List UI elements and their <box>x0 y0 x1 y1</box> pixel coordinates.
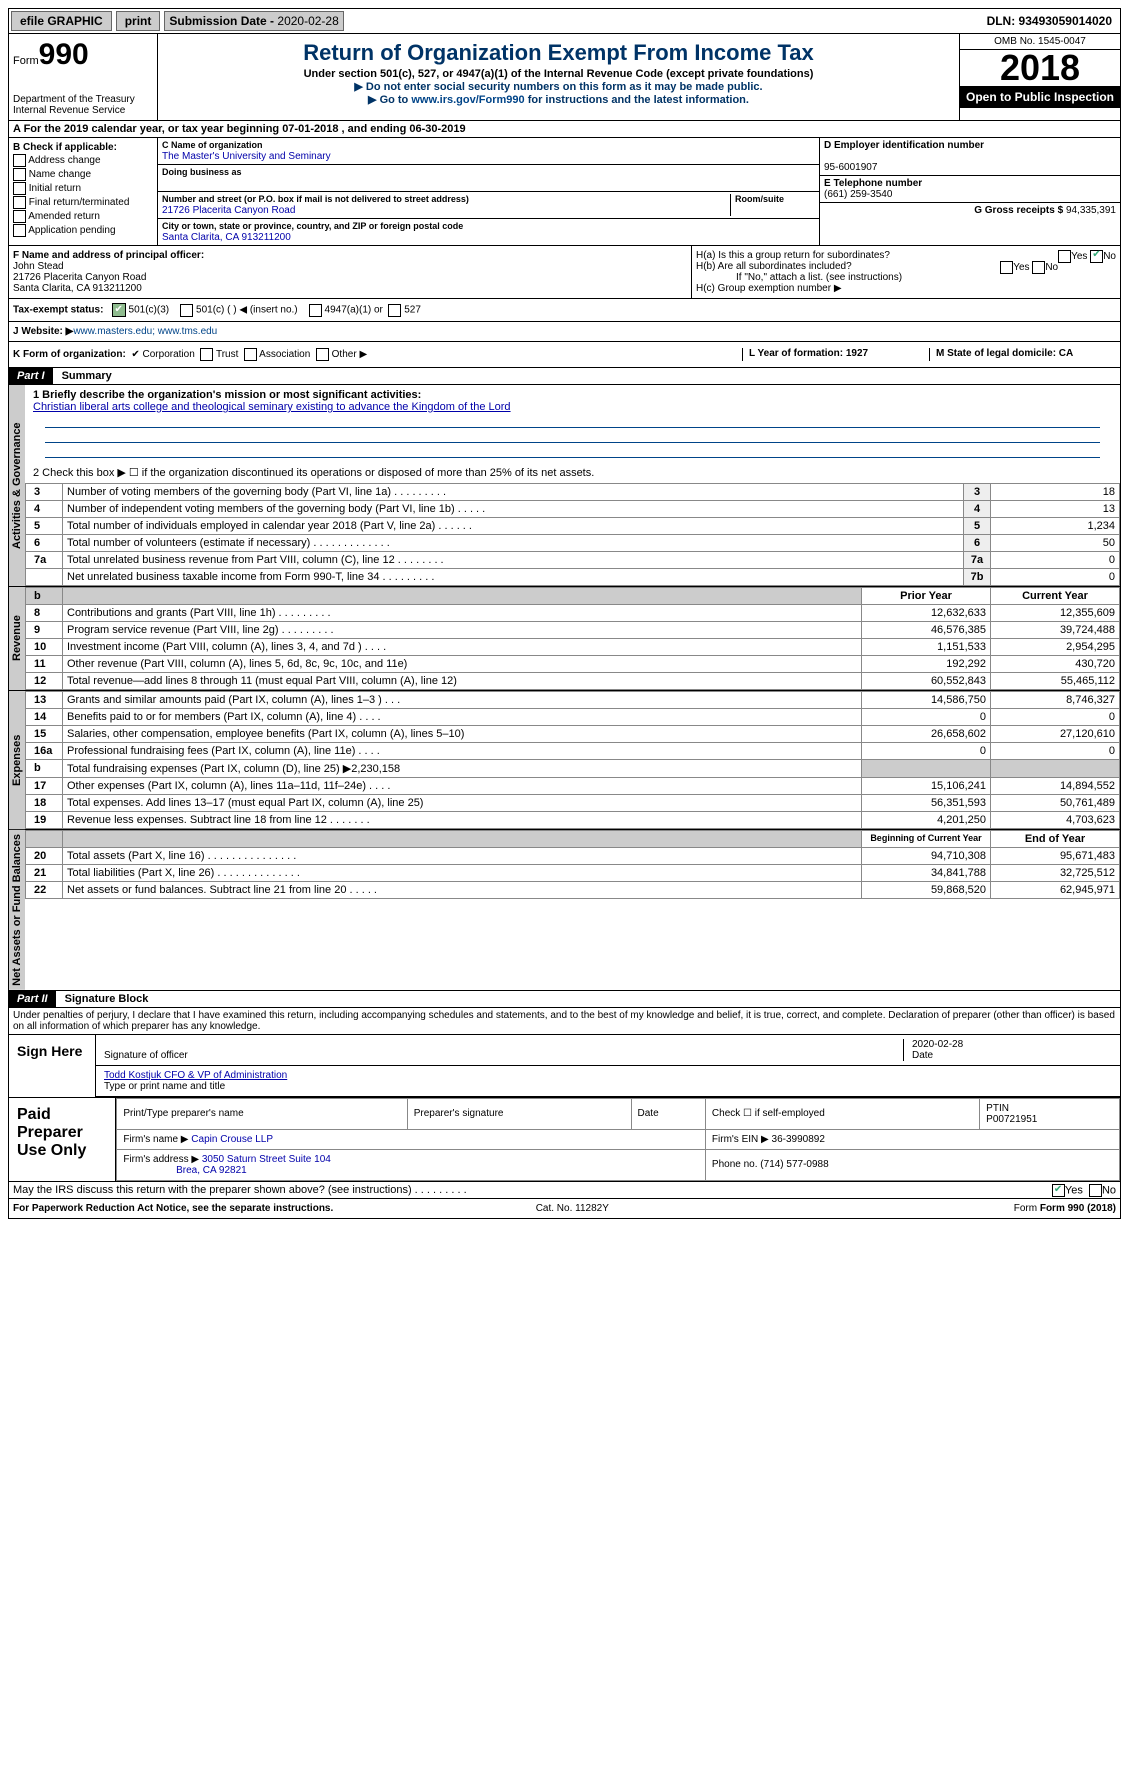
print-button[interactable]: print <box>116 11 161 31</box>
tax-exempt-status: Tax-exempt status: ✔ 501(c)(3) 501(c) ( … <box>8 299 1121 322</box>
section-d: D Employer identification number95-60019… <box>819 138 1120 245</box>
tab-revenue: Revenue <box>9 587 25 690</box>
instructions-link[interactable]: www.irs.gov/Form990 <box>411 94 524 106</box>
website-link[interactable]: www.masters.edu; www.tms.edu <box>73 326 217 337</box>
efile-button[interactable]: efile GRAPHIC <box>11 11 112 31</box>
discuss-row: May the IRS discuss this return with the… <box>8 1182 1121 1199</box>
form-header: Form990 Department of the Treasury Inter… <box>8 34 1121 121</box>
revenue-table: bPrior YearCurrent Year 8Contributions a… <box>25 587 1120 690</box>
tab-activities: Activities & Governance <box>9 385 25 586</box>
section-a: A For the 2019 calendar year, or tax yea… <box>8 121 1121 138</box>
dln: DLN: 93493059014020 <box>979 12 1120 30</box>
netassets-table: Beginning of Current YearEnd of Year 20T… <box>25 830 1120 899</box>
tab-expenses: Expenses <box>9 691 25 829</box>
section-h: H(a) Is this a group return for subordin… <box>692 246 1120 298</box>
preparer-block: Paid Preparer Use Only Print/Type prepar… <box>8 1098 1121 1182</box>
section-c: C Name of organizationThe Master's Unive… <box>158 138 819 245</box>
footer: For Paperwork Reduction Act Notice, see … <box>8 1199 1121 1219</box>
summary-table: 3Number of voting members of the governi… <box>25 483 1120 586</box>
tax-year: 2018 <box>960 50 1120 86</box>
submission-date: Submission Date - 2020-02-28 <box>164 11 343 31</box>
expenses-table: 13Grants and similar amounts paid (Part … <box>25 691 1120 829</box>
signature-block: Sign Here Signature of officer2020-02-28… <box>8 1035 1121 1098</box>
perjury-declaration: Under penalties of perjury, I declare th… <box>8 1008 1121 1035</box>
k-row: K Form of organization: ✔ Corporation Tr… <box>8 342 1121 368</box>
section-b: B Check if applicable: Address change Na… <box>9 138 158 245</box>
tab-netassets: Net Assets or Fund Balances <box>9 830 25 990</box>
form-title: Return of Organization Exempt From Incom… <box>162 40 955 66</box>
section-f: F Name and address of principal officer:… <box>9 246 692 298</box>
website-row: J Website: ▶ www.masters.edu; www.tms.ed… <box>8 322 1121 342</box>
top-toolbar: efile GRAPHIC print Submission Date - 20… <box>8 8 1121 34</box>
